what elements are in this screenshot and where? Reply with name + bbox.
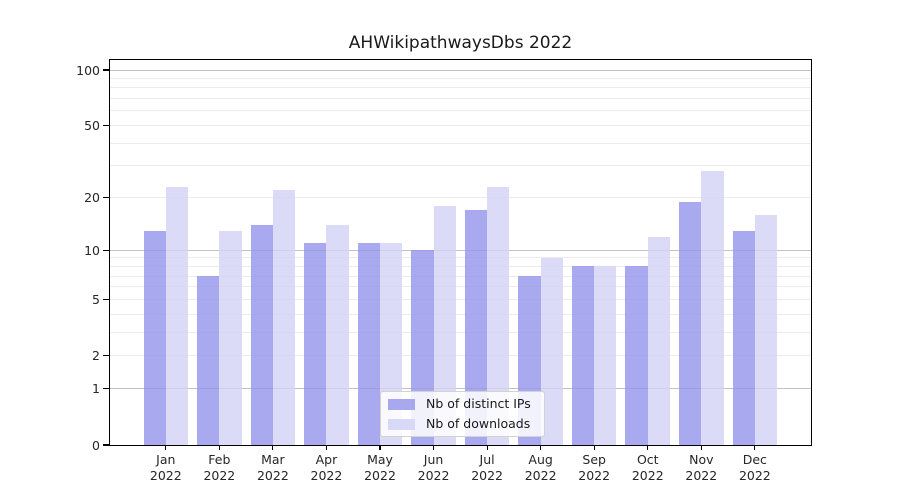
x-axis-tick <box>432 445 435 450</box>
y-tick-label: 50 <box>84 118 100 134</box>
y-tick-label: 0 <box>92 437 100 453</box>
minor-gridline <box>110 197 811 199</box>
y-axis-tick <box>103 249 109 251</box>
x-axis-tick <box>647 445 649 450</box>
y-axis-tick <box>103 124 109 127</box>
legend-label: Nb of distinct IPs <box>426 396 531 411</box>
minor-gridline <box>110 265 811 267</box>
minor-gridline <box>110 275 811 277</box>
bar-downloads-oct <box>647 236 671 445</box>
x-tick-label-nov: Nov 2022 <box>685 452 718 483</box>
y-tick-label: 1 <box>92 381 100 397</box>
x-tick-label-apr: Apr 2022 <box>310 452 343 483</box>
x-tick-label-sep: Sep 2022 <box>578 452 611 483</box>
minor-gridline <box>110 286 811 288</box>
bar-distinct-ips-mar <box>250 224 273 445</box>
x-axis-tick <box>700 445 702 450</box>
bar-distinct-ips-feb <box>197 276 220 445</box>
bar-downloads-apr <box>326 224 349 445</box>
minor-gridline <box>110 313 811 315</box>
bar-distinct-ips-nov <box>679 201 702 445</box>
x-tick-label-oct: Oct 2022 <box>631 452 664 483</box>
y-axis-tick <box>103 298 109 300</box>
x-tick-label-jan: Jan 2022 <box>149 452 182 483</box>
legend-swatch-downloads <box>388 418 415 430</box>
minor-gridline <box>110 257 811 259</box>
x-axis-tick <box>165 445 167 450</box>
legend: Nb of distinct IPs Nb of downloads <box>380 391 545 437</box>
x-axis-tick <box>754 445 756 450</box>
minor-gridline <box>110 87 811 89</box>
bar-downloads-mar <box>272 190 296 445</box>
bar-downloads-dec <box>754 214 778 445</box>
minor-gridline <box>110 298 811 300</box>
x-tick-label-may: May 2022 <box>364 452 396 483</box>
minor-gridline <box>110 125 811 127</box>
x-axis-tick <box>272 445 274 450</box>
legend-label: Nb of downloads <box>426 416 531 431</box>
legend-swatch-distinct-ips <box>388 398 415 410</box>
bar-downloads-sep <box>594 266 617 445</box>
bar-downloads-feb <box>219 230 242 445</box>
bar-distinct-ips-jan <box>143 230 166 445</box>
y-tick-label: 10 <box>84 242 100 258</box>
y-tick-label: 100 <box>76 62 100 78</box>
x-tick-label-aug: Aug 2022 <box>524 452 557 483</box>
x-tick-label-dec: Dec 2022 <box>738 452 771 483</box>
minor-gridline <box>110 142 811 144</box>
x-tick-label-jul: Jul 2022 <box>471 452 503 483</box>
bar-distinct-ips-jul <box>464 210 488 445</box>
x-axis-tick <box>379 445 381 450</box>
x-tick-label-mar: Mar 2022 <box>256 452 289 483</box>
minor-gridline <box>110 98 811 100</box>
x-axis-tick <box>486 445 488 450</box>
major-gridline <box>110 249 811 251</box>
bar-distinct-ips-oct <box>625 266 648 445</box>
y-axis-tick <box>103 388 109 390</box>
bar-distinct-ips-may <box>357 243 380 445</box>
y-tick-label: 20 <box>84 190 100 206</box>
x-axis-tick <box>218 445 220 450</box>
x-axis-tick <box>540 445 542 450</box>
bar-distinct-ips-apr <box>304 243 327 445</box>
x-axis-tick <box>593 445 595 450</box>
bar-downloads-nov <box>701 171 724 445</box>
bar-downloads-jul <box>487 186 510 445</box>
x-axis-tick <box>325 445 328 450</box>
x-tick-label-jun: Jun 2022 <box>417 452 450 483</box>
bar-distinct-ips-dec <box>732 230 755 445</box>
legend-item: Nb of distinct IPs <box>388 397 534 411</box>
major-gridline <box>110 388 811 390</box>
plot-area-border <box>109 59 812 446</box>
minor-gridline <box>110 165 811 167</box>
minor-gridline <box>110 355 811 357</box>
minor-gridline <box>110 331 811 333</box>
y-tick-label: 2 <box>92 348 100 364</box>
legend-item: Nb of downloads <box>388 417 534 431</box>
x-tick-label-feb: Feb 2022 <box>203 452 236 483</box>
chart-title: AHWikipathwaysDbs 2022 <box>348 33 573 53</box>
y-axis-tick <box>103 355 109 357</box>
bar-downloads-jan <box>165 186 189 445</box>
y-axis-tick <box>103 444 109 446</box>
y-axis-tick <box>103 69 109 71</box>
bar-downloads-jun <box>433 205 456 445</box>
minor-gridline <box>110 110 811 112</box>
y-axis-tick <box>103 197 109 199</box>
y-tick-label: 5 <box>92 291 100 307</box>
bar-downloads-aug <box>540 257 563 445</box>
bar-distinct-ips-sep <box>571 266 595 445</box>
major-gridline <box>110 69 811 71</box>
minor-gridline <box>110 77 811 79</box>
